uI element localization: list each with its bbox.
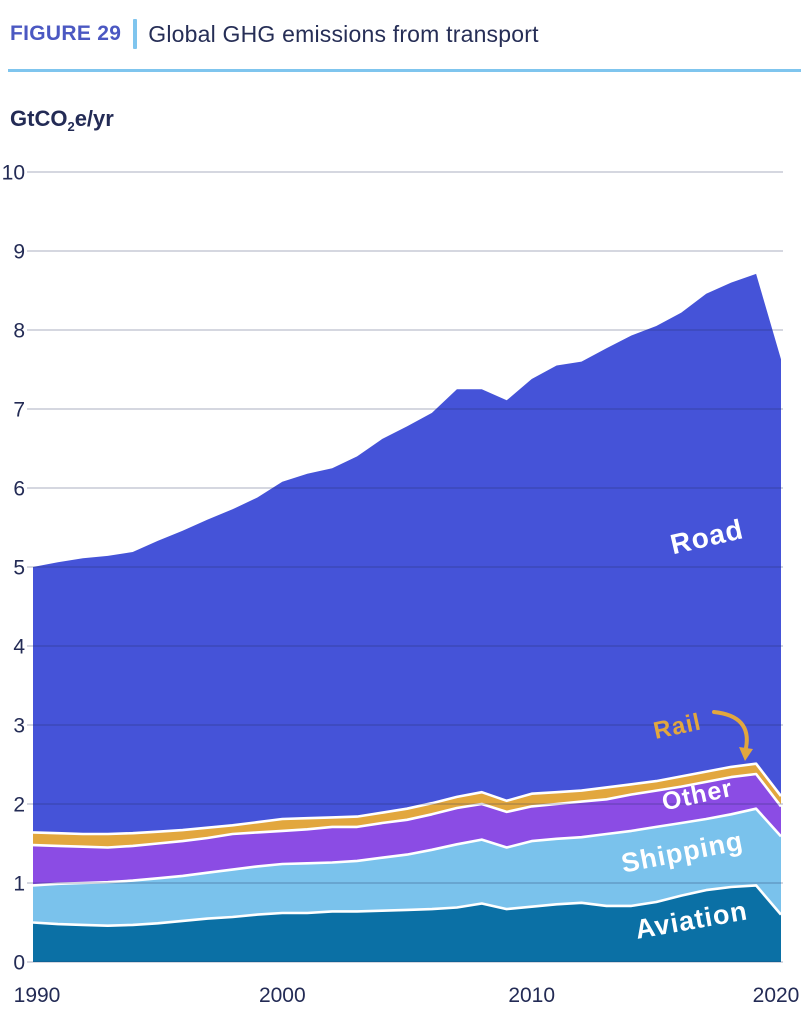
separator-aviation-top	[32, 884, 782, 927]
area-other	[33, 774, 781, 886]
y-tick-label-6: 6	[13, 478, 25, 501]
y-axis-unit-label: GtCO2e/yr	[10, 106, 114, 134]
area-aviation	[33, 885, 781, 962]
x-tick-label-2000: 2000	[259, 984, 306, 1007]
unit-prefix: GtCO	[10, 106, 68, 131]
separator-shipping-top	[32, 807, 782, 887]
header-divider-bar	[133, 19, 138, 49]
area-label-rail: Rail	[651, 708, 704, 744]
area-road	[33, 273, 781, 834]
y-tick-label-9: 9	[13, 241, 25, 264]
rail-arrow	[712, 710, 749, 750]
x-tick-label-1990: 1990	[14, 984, 61, 1007]
y-tick-label-1: 1	[13, 873, 25, 896]
header-rule	[8, 69, 801, 72]
x-tick-label-2020: 2020	[753, 984, 800, 1007]
y-tick-label-7: 7	[13, 399, 25, 422]
y-tick-label-5: 5	[13, 557, 25, 580]
area-label-road: Road	[667, 513, 746, 560]
x-tick-label-2010: 2010	[508, 984, 555, 1007]
area-label-aviation: Aviation	[633, 896, 750, 945]
y-tick-label-3: 3	[13, 715, 25, 738]
area-shipping	[33, 808, 781, 926]
area-label-other: Other	[659, 774, 735, 816]
figure-header: FIGURE 29 Global GHG emissions from tran…	[0, 0, 801, 50]
separator-other-top	[32, 772, 783, 849]
area-label-shipping: Shipping	[619, 826, 746, 879]
rail-arrow-head	[739, 747, 753, 761]
unit-subscript: 2	[67, 119, 75, 134]
y-tick-label-4: 4	[13, 636, 25, 659]
figure-title: Global GHG emissions from transport	[148, 20, 539, 47]
unit-suffix: e/yr	[74, 106, 114, 131]
y-tick-label-2: 2	[13, 794, 25, 817]
separator-rail-top	[32, 762, 783, 836]
y-tick-label-10: 10	[2, 162, 25, 185]
y-tick-label-0: 0	[13, 952, 25, 975]
y-tick-label-8: 8	[13, 320, 25, 343]
area-rail	[33, 763, 781, 848]
figure-number-label: FIGURE 29	[10, 22, 122, 45]
